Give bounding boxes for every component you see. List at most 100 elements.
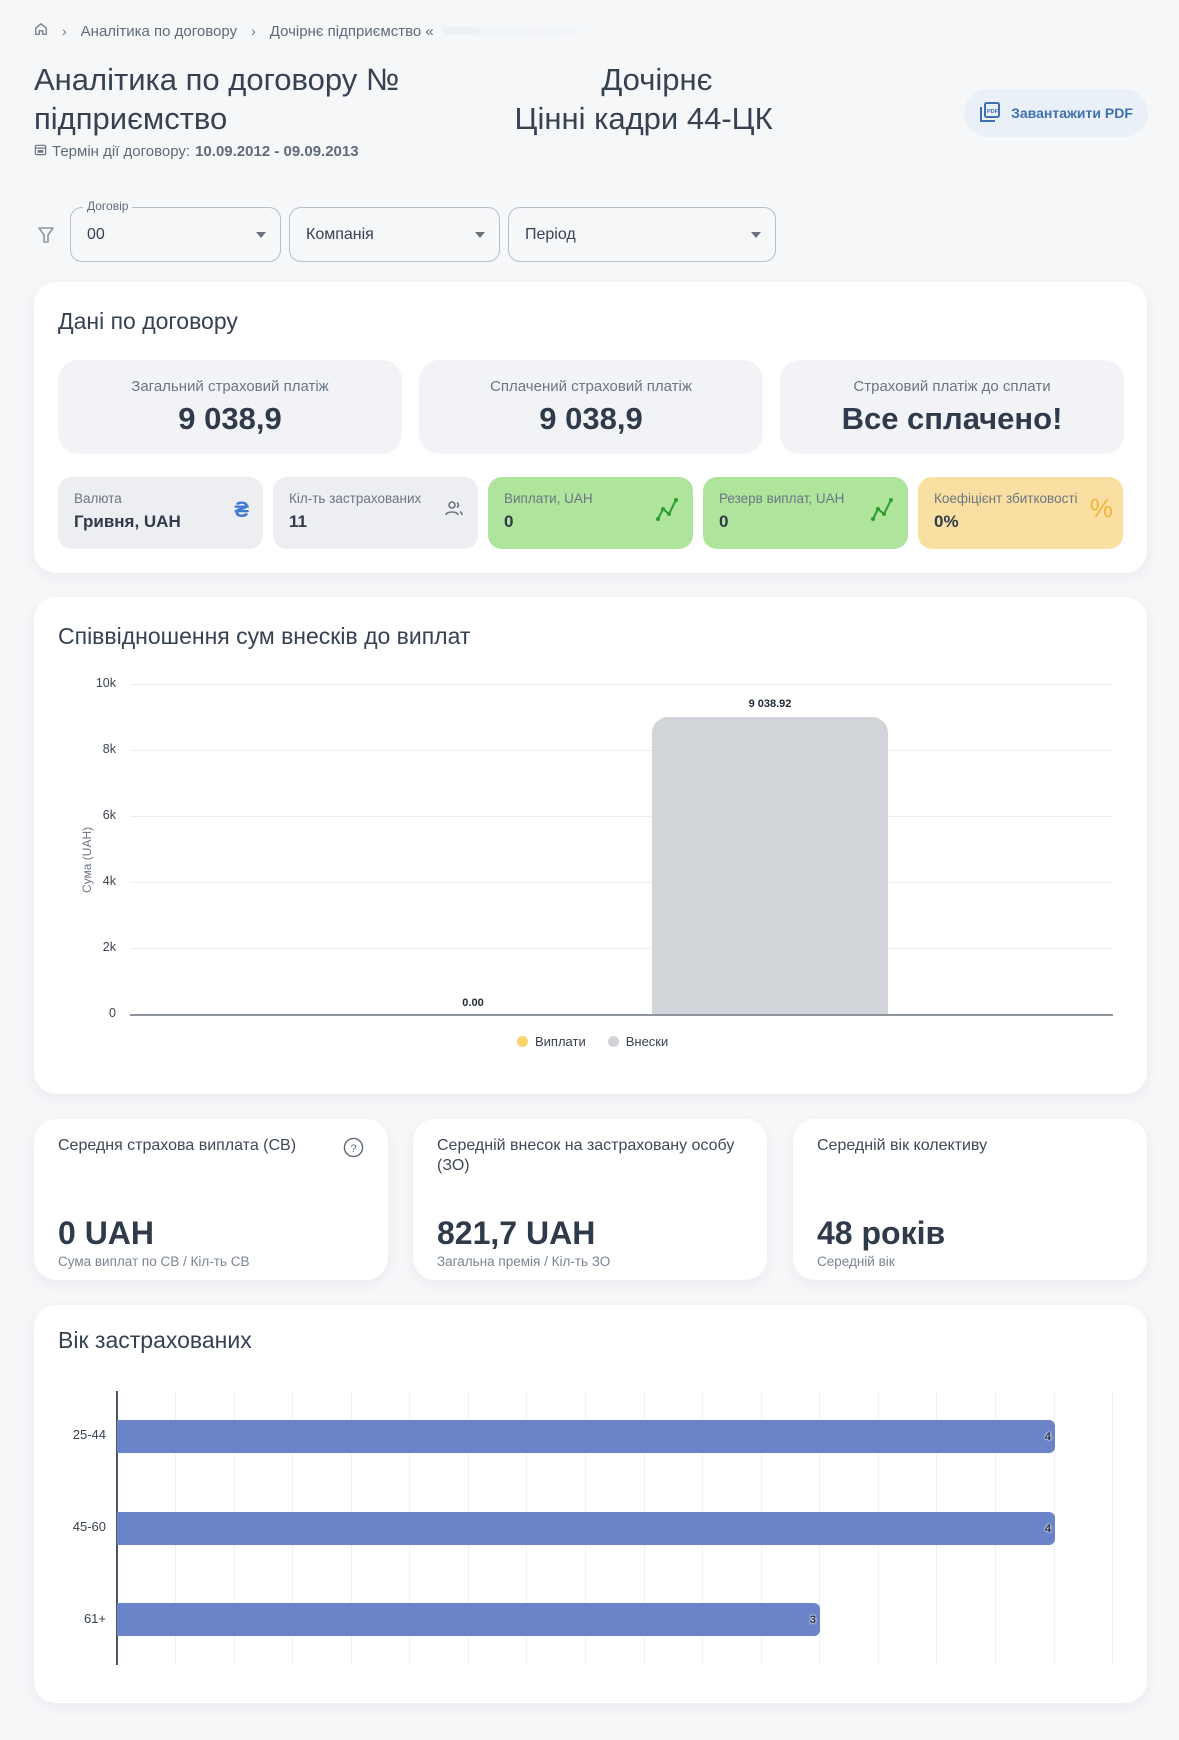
company-select[interactable]: Компанія [289, 207, 500, 262]
paid-premium-tile: Сплачений страховий платіж 9 038,9 [419, 360, 763, 454]
help-icon[interactable]: ? [343, 1137, 364, 1163]
chevron-down-icon [751, 232, 761, 238]
gridline [130, 684, 1113, 685]
bar-value-label: 4 [1044, 1522, 1051, 1535]
users-icon [444, 499, 464, 524]
y-tick: 0 [109, 1006, 116, 1020]
title-text: Аналітика по договору № [34, 62, 400, 97]
tile-value: Все сплачено! [841, 401, 1063, 436]
tile-value: 0 [504, 512, 514, 531]
download-pdf-button[interactable]: PDF Завантажити PDF [964, 89, 1148, 137]
legend-label: Виплати [535, 1034, 586, 1049]
trend-up-icon [655, 495, 679, 528]
bar-age-45-60[interactable]: 4 [117, 1512, 1055, 1545]
stat-title: Середній внесок на застраховану особу (З… [437, 1137, 735, 1174]
stat-subtitle: Загальна премія / Кіл-ть ЗО [437, 1254, 611, 1269]
term-label: Термін дії договору: [52, 143, 191, 160]
breadcrumb-item-company[interactable]: Дочірнє підприємство « [269, 22, 434, 40]
y-tick: 10k [95, 676, 116, 690]
filter-icon [34, 226, 58, 244]
stat-value: 0 UAH [58, 1215, 155, 1251]
y-axis [116, 1391, 118, 1665]
category-label: 45-60 [72, 1519, 106, 1534]
redacted-text [407, 60, 593, 99]
home-icon[interactable] [34, 22, 48, 40]
tile-value: 11 [289, 512, 307, 531]
contract-data-card: Дані по договору Загальний страховий пла… [34, 282, 1147, 573]
redacted-text [235, 99, 506, 138]
percent-icon: % [1089, 493, 1113, 523]
payout-reserve-tile: Резерв виплат, UAH 0 [703, 477, 908, 549]
redacted-text [441, 27, 622, 35]
stat-value: 48 років [817, 1215, 946, 1251]
breadcrumb-item-analytics[interactable]: Аналітика по договору [80, 22, 238, 40]
y-tick: 8k [102, 742, 116, 756]
tile-label: Резерв виплат, UAH [719, 491, 845, 506]
stat-subtitle: Сума виплат по СВ / Кіл-ть СВ [58, 1254, 250, 1269]
stat-subtitle: Середній вік [817, 1254, 895, 1269]
title-text: Дочірнє [601, 62, 713, 97]
total-premium-tile: Загальний страховий платіж 9 038,9 [58, 360, 402, 454]
contract-data-title: Дані по договору [58, 308, 238, 334]
avg-payout-card: Середня страхова виплата (СВ) ? 0 UAH Су… [34, 1119, 388, 1280]
legend-label: Внески [625, 1034, 669, 1049]
y-tick: 2k [102, 940, 116, 954]
stat-title: Середня страхова виплата (СВ) [58, 1137, 297, 1154]
period-select-placeholder: Період [525, 225, 576, 243]
title-text: підприємство [34, 101, 228, 136]
company-select-placeholder: Компанія [306, 225, 374, 243]
gridline [130, 882, 1113, 883]
term-value: 10.09.2012 - 09.09.2013 [195, 143, 359, 160]
x-axis [130, 1014, 1113, 1016]
contract-select[interactable]: Договір 00 [70, 199, 281, 262]
gridline [130, 816, 1113, 817]
legend-item-payouts[interactable]: Виплати [517, 1034, 586, 1049]
bar-age-61-plus[interactable]: 3 [117, 1603, 820, 1636]
chart-legend: Виплати Внески [517, 1034, 668, 1049]
legend-dot-icon [517, 1036, 528, 1047]
tile-value: 9 038,9 [178, 401, 282, 436]
contributions-payouts-chart-card: Співвідношення сум внесків до виплат Сум… [34, 597, 1147, 1094]
bar-age-25-44[interactable]: 4 [117, 1420, 1055, 1453]
tile-label: Кіл-ть застрахованих [289, 491, 422, 506]
avg-age-card: Середній вік колективу 48 років Середній… [793, 1119, 1147, 1280]
svg-text:?: ? [350, 1143, 356, 1155]
period-select[interactable]: Період [508, 207, 776, 262]
chart-title: Вік застрахованих [58, 1327, 252, 1353]
y-tick: 4k [102, 874, 116, 888]
hryvnia-icon: ₴ [234, 497, 249, 522]
chevron-right-icon: › [251, 23, 256, 39]
tile-value: 0 [719, 512, 729, 531]
chevron-right-icon: › [62, 23, 67, 39]
legend-dot-icon [607, 1036, 619, 1047]
bar-contributions[interactable] [652, 717, 888, 1014]
y-tick: 6k [102, 808, 116, 822]
category-label: 25-44 [72, 1427, 106, 1442]
metrics-row: Валюта Гривня, UAH ₴ Кіл-ть застраховани… [58, 477, 1123, 549]
chevron-down-icon [475, 232, 485, 238]
stat-value: 821,7 UAH [437, 1215, 596, 1251]
pdf-icon: PDF [979, 101, 1001, 126]
chart-title: Співвідношення сум внесків до виплат [58, 623, 471, 649]
bar-value-label: 3 [809, 1613, 816, 1626]
chevron-down-icon [256, 232, 266, 238]
tile-label: Валюта [74, 491, 122, 506]
legend-item-contributions[interactable]: Внески [607, 1034, 669, 1049]
tile-value: Гривня, UAH [74, 512, 181, 531]
bar-value-label: 9 038.92 [748, 698, 792, 710]
gridline [130, 750, 1113, 751]
tile-value: 9 038,9 [539, 401, 643, 436]
contract-term: Термін дії договору: 10.09.2012 - 09.09.… [34, 143, 359, 160]
tile-value: 0% [934, 512, 959, 531]
insured-age-chart-card: Вік застрахованих 25-44 4 45-60 4 61+ 3 [34, 1305, 1147, 1703]
tile-label: Виплати, UAH [504, 491, 593, 506]
payouts-tile: Виплати, UAH 0 [488, 477, 693, 549]
trend-up-icon [870, 495, 894, 528]
download-pdf-label: Завантажити PDF [1011, 105, 1133, 121]
gridline [130, 948, 1113, 949]
breadcrumb: › Аналітика по договору › Дочірнє підпри… [34, 20, 622, 42]
totals-row: Загальний страховий платіж 9 038,9 Сплач… [58, 360, 1124, 454]
bar-value-label: 4 [1044, 1430, 1051, 1443]
title-text: Цінні кадри 44-ЦК [514, 101, 773, 136]
insured-count-tile: Кіл-ть застрахованих 11 [273, 477, 478, 549]
